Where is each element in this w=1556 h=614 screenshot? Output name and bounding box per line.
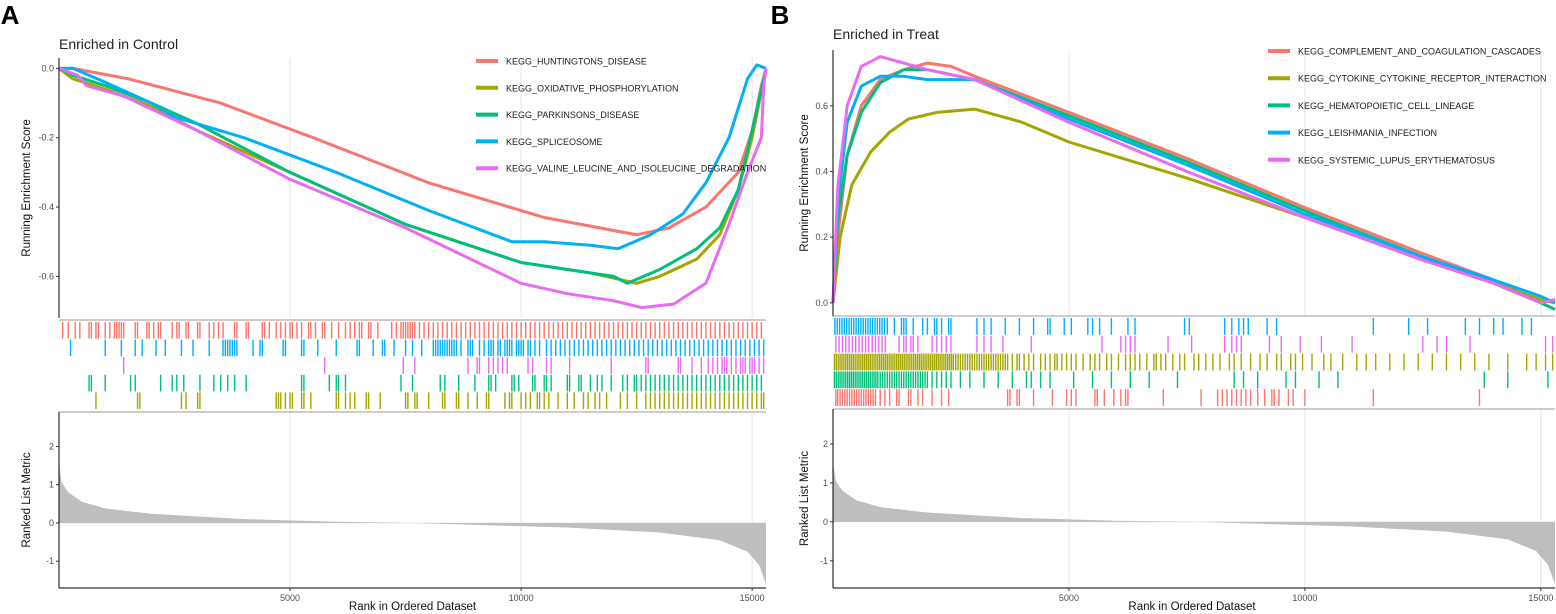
x-tick-label: 10000 — [509, 593, 534, 603]
hit-row-series-2 — [95, 392, 765, 409]
legend-label: KEGG_HEMATOPOIETIC_CELL_LINEAGE — [1298, 101, 1474, 111]
es-y-tick-label: -0.2 — [38, 133, 54, 143]
panel-letter: B — [771, 0, 790, 30]
panel-b: B Enriched in Treat 0.0 0.2 0.4 0.6 2 1 0 -1 5000 1… — [771, 0, 1556, 613]
legend-label: KEGG_OXIDATIVE_PHOSPHORYLATION — [506, 83, 679, 93]
legend: KEGG_COMPLEMENT_AND_COAGULATION_CASCADES… — [1268, 47, 1547, 165]
es-y-tick-label: 0.0 — [815, 298, 828, 308]
x-axis-title: Rank in Ordered Dataset — [1128, 601, 1256, 613]
legend-label: KEGG_VALINE_LEUCINE_AND_ISOLEUCINE_DEGRA… — [506, 164, 766, 174]
hit-row-series-4 — [834, 318, 1533, 335]
es-line-series-5 — [58, 66, 768, 310]
metric-y-tick-label: -1 — [46, 556, 54, 566]
metric-y-tick-label: 1 — [49, 480, 54, 490]
es-y-tick-label: -0.4 — [38, 202, 54, 212]
legend-label: KEGG_PARKINSONS_DISEASE — [506, 110, 639, 120]
x-tick-label: 15000 — [1528, 593, 1553, 603]
legend-label: KEGG_LEISHMANIA_INFECTION — [1298, 128, 1437, 138]
legend-label: KEGG_SPLICEOSOME — [506, 137, 603, 147]
legend-label: KEGG_COMPLEMENT_AND_COAGULATION_CASCADES — [1298, 47, 1541, 57]
legend-label: KEGG_HUNTINGTONS_DISEASE — [506, 57, 647, 67]
es-line-series-4 — [59, 63, 767, 251]
hit-row-series-3 — [88, 374, 763, 392]
metric-y-tick-label: 1 — [823, 478, 828, 488]
es-line-series-2 — [831, 107, 1556, 305]
es-y-tick-label: 0.6 — [815, 101, 828, 111]
es-line-series-5 — [831, 55, 1556, 305]
hit-row-series-4 — [69, 339, 765, 357]
panel-a: A Enriched in Control 0.0 -0.2 -0.4 -0.6 2 1 0 -1… — [1, 0, 768, 613]
es-y-tick-label: 0.0 — [41, 63, 54, 73]
legend-label: KEGG_CYTOKINE_CYTOKINE_RECEPTOR_INTERACT… — [1298, 74, 1547, 84]
hit-row-series-3 — [833, 371, 1549, 389]
x-axis-title: Rank in Ordered Dataset — [349, 601, 477, 613]
x-tick-label: 15000 — [740, 593, 765, 603]
es-y-tick-label: 0.4 — [815, 167, 828, 177]
es-y-axis-title: Running Enrichment Score — [799, 114, 811, 251]
es-y-tick-label: 0.2 — [815, 232, 828, 242]
metric-y-axis-title: Ranked List Metric — [21, 452, 33, 547]
legend: KEGG_HUNTINGTONS_DISEASE KEGG_OXIDATIVE_P… — [476, 57, 766, 174]
ranked-metric-area — [833, 463, 1555, 585]
metric-y-tick-label: -1 — [820, 556, 828, 566]
panel-letter: A — [1, 0, 20, 30]
hit-row-series-5 — [122, 357, 765, 374]
hit-row-series-1 — [61, 322, 763, 339]
x-tick-label: 5000 — [280, 593, 300, 603]
es-line-series-1 — [59, 66, 768, 237]
ranked-metric-area — [59, 465, 766, 585]
metric-y-tick-label: 0 — [823, 517, 828, 527]
hit-row-series-1 — [835, 389, 1481, 406]
x-tick-label: 5000 — [1059, 593, 1079, 603]
x-tick-label: 10000 — [1292, 593, 1317, 603]
metric-y-axis-title: Ranked List Metric — [799, 451, 811, 546]
es-y-axis-title: Running Enrichment Score — [21, 119, 33, 256]
metric-y-tick-label: 0 — [49, 518, 54, 528]
chart-title: Enriched in Treat — [833, 26, 939, 42]
chart-title: Enriched in Control — [59, 36, 178, 52]
es-y-tick-label: -0.6 — [38, 271, 54, 281]
metric-y-tick-label: 2 — [823, 439, 828, 449]
hit-row-series-5 — [835, 335, 1554, 353]
metric-y-tick-label: 2 — [49, 441, 54, 451]
legend-label: KEGG_SYSTEMIC_LUPUS_ERYTHEMATOSUS — [1298, 155, 1495, 165]
hit-row-series-2 — [833, 353, 1554, 371]
